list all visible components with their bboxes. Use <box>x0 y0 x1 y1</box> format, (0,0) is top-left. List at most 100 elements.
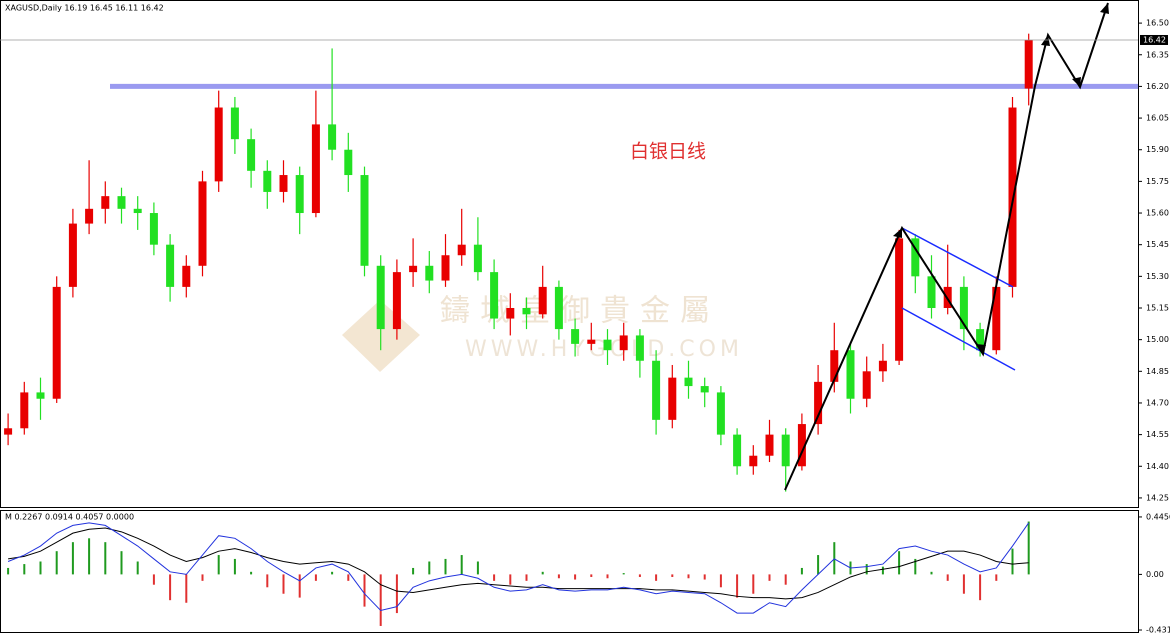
candle-body <box>992 286 1001 351</box>
candle-body <box>457 244 466 256</box>
candle-body <box>149 213 158 245</box>
candle-body <box>247 139 256 171</box>
candle-body <box>765 434 774 456</box>
histogram-bar <box>979 574 982 601</box>
y-tick-label: 15.90 <box>1146 145 1169 154</box>
histogram-bar <box>266 574 269 588</box>
histogram-bar <box>39 561 42 575</box>
y-tick-label: 15.75 <box>1146 177 1169 186</box>
candle-body <box>749 455 758 467</box>
histogram-bar <box>703 574 706 580</box>
arrow-head <box>893 228 902 238</box>
histogram-bar <box>71 542 74 575</box>
candle-body <box>830 350 839 382</box>
watermark-url: WWW.HYGOLD.COM <box>465 337 743 362</box>
candle-body <box>295 175 304 214</box>
y-tick-label: 14.85 <box>1146 367 1169 376</box>
histogram-bar <box>946 574 949 581</box>
candle-body <box>700 386 709 393</box>
macd-panel <box>0 510 1139 633</box>
y-tick-label: 15.60 <box>1146 209 1169 218</box>
histogram-bar <box>250 571 253 575</box>
histogram-bar <box>784 574 787 585</box>
candle-body <box>976 329 985 351</box>
candle-body <box>344 149 353 176</box>
histogram-bar <box>55 551 58 575</box>
macd-title: M 0.2267 0.0914 0.4057 0.0000 <box>5 513 134 522</box>
histogram-bar <box>995 574 998 581</box>
candle-body <box>911 238 920 277</box>
candle-body <box>652 360 661 420</box>
histogram-bar <box>379 574 382 626</box>
histogram-bar <box>574 574 577 580</box>
y-tick-label: 16.20 <box>1146 82 1169 91</box>
channel-line <box>901 307 1016 371</box>
candle-body <box>198 181 207 266</box>
candle-body <box>959 286 968 330</box>
histogram-bar <box>201 574 204 581</box>
y-tick-label: 14.55 <box>1146 430 1169 439</box>
channel-line <box>901 227 1014 288</box>
histogram-bar <box>817 555 820 575</box>
histogram-bar <box>493 574 496 581</box>
candle-body <box>603 339 612 351</box>
histogram-bar <box>800 567 803 575</box>
histogram-bar <box>962 574 965 594</box>
candle-body <box>473 244 482 273</box>
y-tick-label: 14.25 <box>1146 493 1169 502</box>
candle-body <box>117 196 126 209</box>
histogram-bar <box>314 574 317 581</box>
histogram-bar <box>7 567 10 575</box>
histogram-bar <box>185 574 188 603</box>
histogram-bar <box>298 574 301 598</box>
drawings <box>784 2 1109 491</box>
candle-body <box>635 335 644 361</box>
y-tick-label: 14.40 <box>1146 462 1169 471</box>
candle-body <box>506 307 515 319</box>
histogram-bar <box>557 574 560 579</box>
histogram-bar <box>930 571 933 575</box>
candle-body <box>214 107 223 182</box>
histogram-bar <box>120 551 123 575</box>
candle-body <box>85 208 94 224</box>
histogram-bar <box>412 567 415 575</box>
candle-body <box>927 276 936 308</box>
histogram-bar <box>23 564 26 575</box>
histogram-bar <box>833 542 836 575</box>
candle-body <box>20 392 29 429</box>
chart-title: XAGUSD,Daily 16.19 16.45 16.11 16.42 <box>5 4 164 13</box>
y-tick-label: -0.4314 <box>1146 626 1170 635</box>
candle-body <box>376 265 385 330</box>
candle-body <box>409 265 418 273</box>
candle-body <box>814 381 823 425</box>
candle-body <box>522 307 531 315</box>
candle-body <box>571 329 580 344</box>
histogram-bar <box>363 574 366 607</box>
candle-body <box>554 286 563 330</box>
histogram-bar <box>88 538 91 575</box>
y-tick-label: 0.00 <box>1146 570 1164 579</box>
histogram-bar <box>136 561 139 575</box>
histogram-bar <box>233 558 236 575</box>
histogram-bar <box>509 574 512 585</box>
histogram-bar <box>752 574 755 594</box>
y-tick-label: 15.00 <box>1146 335 1169 344</box>
histogram-bar <box>347 574 350 581</box>
y-tick-label: 15.45 <box>1146 240 1169 249</box>
candle-body <box>133 208 142 214</box>
candle-body <box>862 371 871 399</box>
candle-body <box>68 223 77 287</box>
histogram-bar <box>719 574 722 588</box>
candle-body <box>328 124 337 150</box>
candle-body <box>878 360 887 372</box>
candle-body <box>52 286 61 399</box>
y-tick-label: 15.30 <box>1146 272 1169 281</box>
histogram-bar <box>152 574 155 585</box>
histogram-bar <box>444 558 447 575</box>
macd-line <box>7 522 1030 614</box>
y-tick-label: 0.4456 <box>1146 512 1170 521</box>
histogram-bar <box>428 561 431 575</box>
candle-body <box>781 434 790 467</box>
histogram-bar <box>169 574 172 601</box>
